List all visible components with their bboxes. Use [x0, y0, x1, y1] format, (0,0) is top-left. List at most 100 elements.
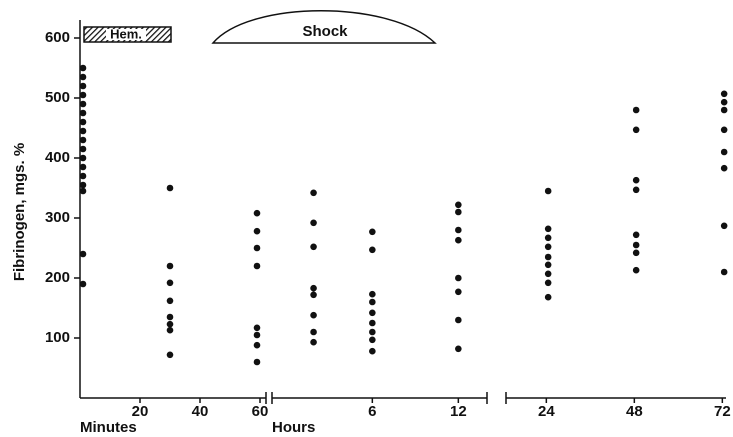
point [720, 106, 728, 114]
point [166, 279, 174, 287]
point [310, 291, 317, 299]
point [369, 246, 376, 254]
point [253, 244, 261, 252]
point [79, 118, 87, 126]
point [310, 338, 317, 346]
point [79, 82, 87, 90]
point [544, 187, 552, 195]
point [79, 145, 87, 153]
point [369, 347, 376, 355]
point [79, 187, 87, 195]
point [455, 274, 462, 282]
x-tick-label: 6 [368, 403, 376, 420]
point [166, 313, 174, 321]
shock-label: Shock [302, 23, 348, 40]
point [79, 163, 87, 171]
point [369, 336, 376, 344]
point [632, 106, 640, 114]
point [369, 309, 376, 317]
point [166, 262, 174, 270]
point [79, 91, 87, 99]
point [166, 351, 174, 359]
point [369, 290, 376, 298]
point [720, 222, 728, 230]
hem-label-bg [106, 29, 146, 40]
point [79, 250, 87, 258]
point [720, 268, 728, 276]
point [720, 90, 728, 98]
point [455, 226, 462, 234]
point [544, 270, 552, 278]
y-tick-label: 300 [45, 209, 70, 226]
point [455, 201, 462, 209]
point [544, 225, 552, 233]
point [632, 231, 640, 239]
point [310, 219, 317, 227]
point [632, 126, 640, 134]
point [79, 280, 87, 288]
point [253, 358, 261, 366]
point [632, 176, 640, 184]
x-tick-label: 60 [252, 403, 269, 420]
x-tick-label: 12 [450, 403, 467, 420]
point [253, 262, 261, 270]
x-tick-label: 72 [714, 403, 731, 420]
y-tick-label: 100 [45, 329, 70, 346]
point [544, 279, 552, 287]
point [455, 345, 462, 353]
point [720, 164, 728, 172]
point [369, 319, 376, 327]
y-tick-label: 200 [45, 269, 70, 286]
point [310, 311, 317, 319]
x-segment-label: Minutes [80, 419, 137, 436]
point [544, 261, 552, 269]
hem-label: Hem. [110, 26, 142, 41]
y-tick-label: 500 [45, 89, 70, 106]
point [79, 73, 87, 81]
point [253, 331, 261, 339]
point [253, 341, 261, 349]
point [455, 288, 462, 296]
point [79, 181, 87, 189]
point [253, 227, 261, 235]
point [310, 328, 317, 336]
point [455, 316, 462, 324]
point [455, 236, 462, 244]
x-tick-label: 20 [132, 403, 149, 420]
y-tick-label: 600 [45, 29, 70, 46]
point [166, 184, 174, 192]
point [369, 298, 376, 306]
point [544, 293, 552, 301]
x-tick-label: 48 [626, 403, 643, 420]
point [79, 109, 87, 117]
y-tick-label: 400 [45, 149, 70, 166]
point [79, 64, 87, 72]
point [544, 253, 552, 261]
point [253, 324, 261, 332]
point [79, 100, 87, 108]
point [166, 326, 174, 334]
point [720, 148, 728, 156]
point [455, 208, 462, 216]
shock-shape [211, 10, 437, 44]
point [79, 127, 87, 135]
y-axis-label: Fibrinogen, mgs. % [11, 143, 28, 281]
point [310, 243, 317, 251]
point [544, 243, 552, 251]
x-segment-label: Hours [272, 419, 315, 436]
point [310, 284, 317, 292]
point [544, 234, 552, 242]
x-tick-label: 40 [192, 403, 209, 420]
point [632, 266, 640, 274]
point [632, 241, 640, 249]
point [310, 189, 317, 197]
point [79, 172, 87, 180]
point [166, 297, 174, 305]
point [166, 320, 174, 328]
point [720, 98, 728, 106]
point [79, 154, 87, 162]
point [632, 186, 640, 194]
point [632, 249, 640, 257]
point [369, 328, 376, 336]
